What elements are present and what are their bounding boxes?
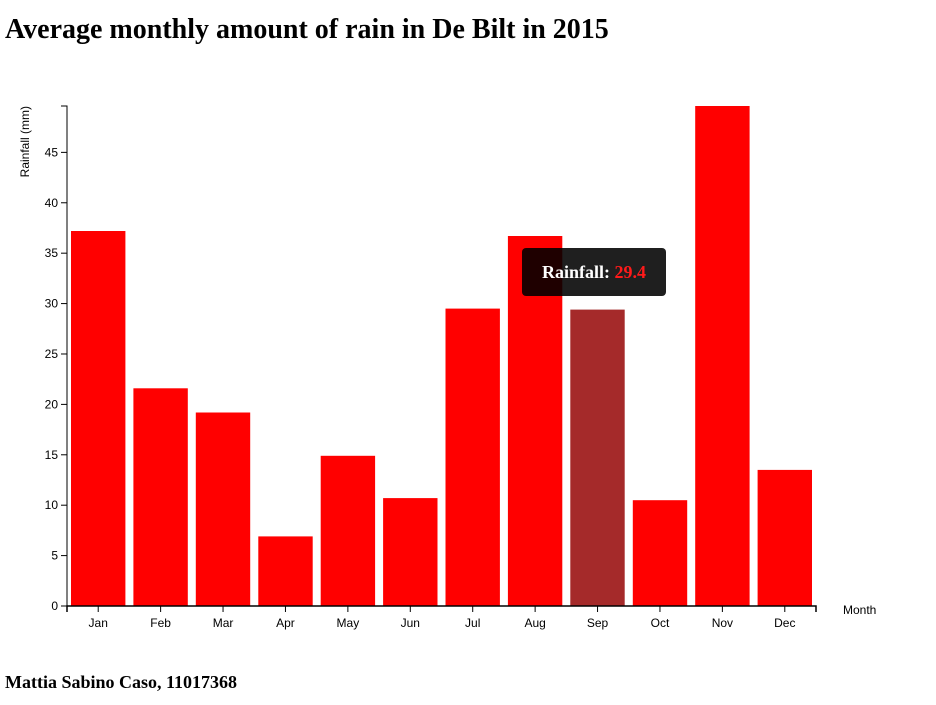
y-tick-label: 20 — [45, 397, 59, 411]
author-credit: Mattia Sabino Caso, 11017368 — [5, 672, 238, 692]
bar-sep[interactable] — [570, 309, 625, 606]
x-tick-label-sep: Sep — [587, 616, 609, 630]
bar-jun[interactable] — [383, 498, 438, 606]
bar-apr[interactable] — [258, 536, 313, 606]
x-tick-label-jul: Jul — [465, 616, 480, 630]
x-tick-label-apr: Apr — [276, 616, 295, 630]
x-axis-title: Month — [843, 603, 876, 617]
rainfall-tooltip: Rainfall: 29.4 — [522, 248, 666, 296]
y-tick-label: 35 — [45, 246, 59, 260]
bar-jan[interactable] — [71, 231, 126, 606]
y-tick-label: 0 — [51, 599, 58, 613]
x-tick-label-feb: Feb — [150, 616, 171, 630]
y-axis-title: Rainfall (mm) — [18, 106, 32, 177]
bar-aug[interactable] — [507, 236, 563, 606]
page-title: Average monthly amount of rain in De Bil… — [5, 14, 609, 45]
y-tick-label: 10 — [45, 498, 59, 512]
bar-feb[interactable] — [133, 388, 188, 606]
x-tick-label-nov: Nov — [712, 616, 733, 630]
y-tick-label: 5 — [51, 549, 58, 563]
x-tick-label-mar: Mar — [213, 616, 234, 630]
bar-may[interactable] — [320, 455, 376, 606]
y-tick-label: 40 — [45, 196, 59, 210]
y-tick-label: 25 — [45, 347, 59, 361]
bar-jul[interactable] — [445, 308, 500, 606]
bar-nov[interactable] — [695, 106, 750, 606]
x-tick-label-dec: Dec — [774, 616, 795, 630]
x-tick-label-jun: Jun — [401, 616, 420, 630]
y-tick-label: 15 — [45, 448, 59, 462]
y-axis-line — [61, 105, 68, 607]
y-tick-label: 45 — [45, 145, 59, 159]
x-tick-label-oct: Oct — [651, 616, 670, 630]
x-axis-line — [66, 605, 817, 612]
bar-mar[interactable] — [195, 412, 251, 607]
tooltip-label: Rainfall: — [541, 262, 615, 282]
y-tick-label: 30 — [45, 297, 59, 311]
bar-oct[interactable] — [632, 500, 688, 606]
bar-dec[interactable] — [757, 469, 812, 606]
x-tick-label-aug: Aug — [524, 616, 545, 630]
x-tick-label-may: May — [337, 616, 360, 630]
x-tick-label-jan: Jan — [89, 616, 108, 630]
tooltip-value: 29.4 — [614, 262, 647, 282]
